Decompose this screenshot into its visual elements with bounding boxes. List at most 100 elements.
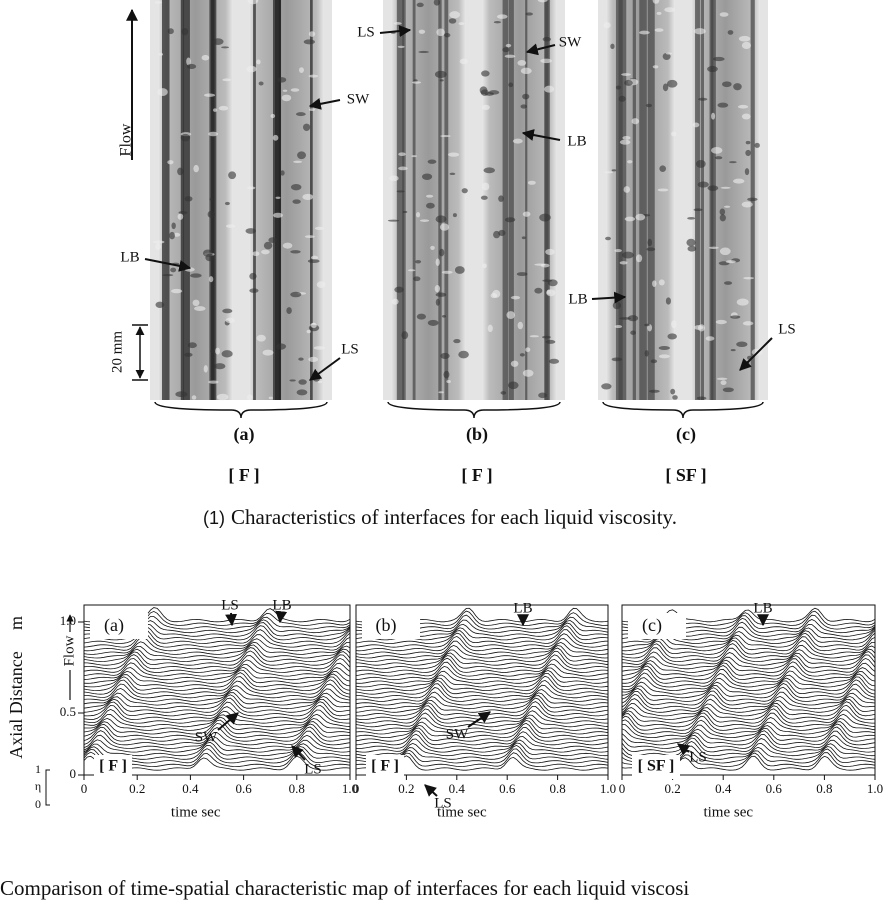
texture bbox=[647, 238, 653, 247]
waveform bbox=[621, 726, 876, 742]
texture bbox=[282, 242, 293, 249]
eta-tick-label: 0 bbox=[35, 797, 41, 811]
texture bbox=[652, 0, 660, 4]
waveform bbox=[621, 693, 876, 710]
waveform bbox=[83, 636, 351, 652]
x-tick-label: 0.6 bbox=[499, 781, 516, 796]
waveform bbox=[621, 686, 876, 702]
texture bbox=[720, 380, 727, 386]
texture bbox=[540, 58, 553, 64]
texture bbox=[540, 263, 550, 268]
texture bbox=[180, 133, 191, 142]
texture bbox=[624, 216, 636, 222]
annotation: LB bbox=[272, 597, 291, 613]
texture bbox=[311, 255, 319, 260]
texture bbox=[177, 213, 184, 220]
texture bbox=[173, 232, 181, 237]
texture bbox=[481, 104, 490, 110]
texture bbox=[504, 54, 516, 58]
waveform bbox=[83, 672, 351, 688]
texture bbox=[527, 180, 536, 185]
texture bbox=[407, 269, 416, 272]
texture bbox=[412, 81, 422, 84]
fluid-label: [ SF ] bbox=[665, 465, 706, 485]
texture bbox=[493, 21, 501, 24]
fluid-label: [ F ] bbox=[228, 465, 259, 485]
texture bbox=[190, 273, 202, 278]
texture bbox=[693, 208, 703, 212]
fluid-label: [ F ] bbox=[461, 465, 492, 485]
texture bbox=[493, 230, 501, 239]
texture bbox=[707, 185, 719, 192]
texture bbox=[214, 363, 226, 370]
waveform bbox=[621, 679, 876, 695]
texture bbox=[430, 245, 435, 250]
texture bbox=[308, 108, 316, 112]
stripe bbox=[695, 0, 700, 400]
arrow bbox=[309, 357, 341, 381]
waveform bbox=[621, 665, 876, 681]
texture bbox=[654, 28, 664, 32]
x-axis-label: time sec bbox=[437, 804, 487, 820]
texture bbox=[658, 346, 671, 350]
texture bbox=[308, 31, 316, 37]
texture bbox=[181, 28, 189, 36]
texture bbox=[687, 245, 697, 252]
texture bbox=[658, 279, 665, 286]
arrow bbox=[591, 291, 627, 304]
texture bbox=[261, 249, 270, 255]
texture bbox=[289, 379, 296, 382]
annotation: SW bbox=[559, 34, 582, 50]
texture bbox=[546, 289, 551, 295]
texture bbox=[611, 357, 623, 362]
y-tick-label: 1.0 bbox=[60, 613, 76, 628]
texture bbox=[603, 22, 611, 29]
panel-label: (b) bbox=[376, 615, 397, 636]
texture bbox=[525, 12, 533, 16]
texture bbox=[194, 306, 206, 312]
stripe bbox=[700, 0, 705, 400]
texture bbox=[619, 317, 631, 320]
waveform bbox=[355, 654, 609, 670]
texture bbox=[169, 231, 175, 240]
texture bbox=[247, 0, 259, 5]
waveform bbox=[621, 672, 876, 688]
texture bbox=[290, 88, 300, 92]
stripe bbox=[412, 0, 416, 400]
waveform bbox=[621, 730, 876, 746]
waveform bbox=[621, 647, 876, 663]
texture bbox=[397, 45, 405, 48]
texture bbox=[439, 248, 445, 257]
waveform bbox=[355, 687, 609, 702]
texture bbox=[658, 354, 670, 359]
texture bbox=[435, 298, 440, 306]
texture bbox=[440, 135, 451, 138]
texture bbox=[645, 103, 653, 108]
texture bbox=[458, 22, 465, 26]
texture bbox=[541, 335, 551, 339]
texture bbox=[505, 43, 512, 48]
waveform bbox=[621, 636, 876, 652]
waveform bbox=[355, 695, 609, 710]
texture bbox=[249, 288, 259, 293]
x-axis-label: time sec bbox=[171, 804, 221, 820]
texture bbox=[296, 112, 306, 117]
waveform bbox=[622, 723, 876, 738]
texture bbox=[482, 263, 487, 269]
annotation: LB bbox=[753, 600, 772, 616]
texture bbox=[687, 217, 696, 220]
texture bbox=[733, 178, 745, 184]
texture bbox=[222, 308, 233, 314]
texture bbox=[730, 315, 741, 319]
texture bbox=[434, 70, 447, 79]
waveform bbox=[84, 716, 351, 731]
waveform bbox=[621, 676, 876, 692]
texture bbox=[427, 159, 437, 164]
texture bbox=[204, 93, 216, 97]
texture bbox=[221, 46, 230, 49]
texture bbox=[439, 79, 444, 82]
waveform bbox=[621, 639, 875, 655]
annotation: LS bbox=[341, 341, 359, 357]
waveform bbox=[621, 712, 876, 728]
